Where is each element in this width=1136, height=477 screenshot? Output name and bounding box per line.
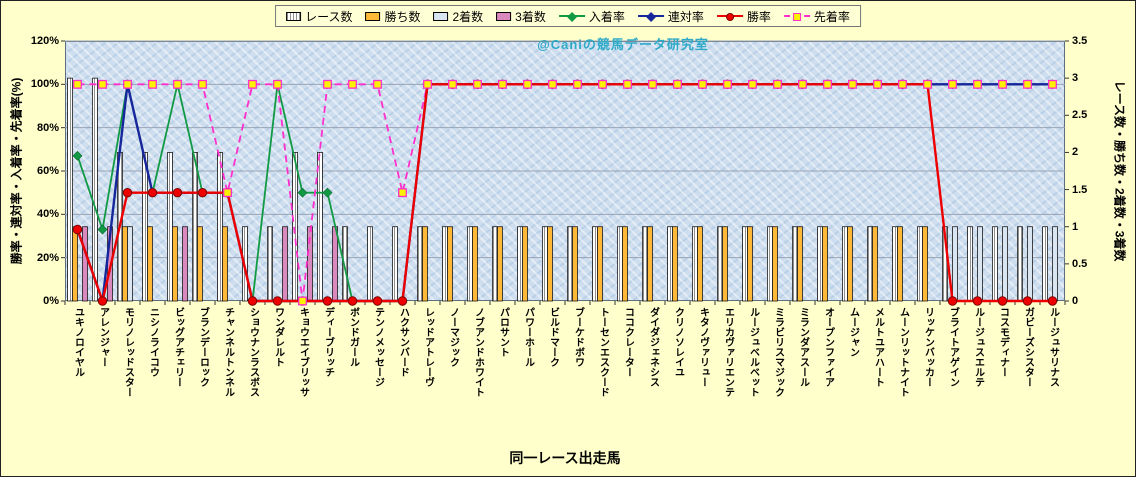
x-category-label: ムージャン (847, 307, 859, 357)
legend-label: 2着数 (452, 9, 484, 24)
x-category-label: ミランダアスール (797, 307, 809, 387)
x-category-label: ルージュサリナス (1047, 307, 1059, 387)
x-category-label: ブライトアゲイン (947, 307, 959, 387)
x-category-label: キョウエイブリッサ (297, 307, 309, 397)
x-category-label: リッケンバッカー (922, 307, 934, 387)
legend-label: 勝率 (746, 9, 771, 24)
x-category-label: ミラビリスマジック (772, 307, 784, 397)
legend-line-swatch-icon (716, 13, 743, 21)
x-category-label: ショウナンラスボス (247, 307, 259, 397)
x-category-label: アレンジャー (97, 307, 109, 367)
legend-label: 3着数 (515, 9, 546, 24)
legend-label: 先着率 (813, 9, 850, 24)
x-category-label: ブーケドボワ (572, 307, 584, 367)
x-category-label: ガビーズシスター (1022, 307, 1034, 387)
legend-line-swatch-icon (558, 12, 585, 22)
x-axis-title: 同一レース出走馬 (509, 450, 621, 466)
watermark: @Caniの競馬データ研究室 (537, 37, 709, 52)
x-category-label: ボンドガール (347, 307, 359, 367)
y-right-tick-label: 0.5 (1072, 257, 1088, 270)
legend-item-2着数: 2着数 (433, 8, 483, 25)
y-right-tick-label: 0 (1072, 295, 1079, 307)
x-category-label: ニシノライコウ (147, 307, 159, 377)
legend: レース数 勝ち数 2着数 3着数 入着率 連対率 勝率 先着率 (275, 5, 861, 27)
none-marker-icon (645, 12, 656, 22)
y-left-tick-label: 120% (30, 35, 59, 47)
legend-label: レース数 (305, 9, 353, 24)
legend-label: 入着率 (588, 9, 625, 24)
y-right-tick-label: 3 (1072, 72, 1079, 85)
x-category-label: ディーブリッチ (322, 307, 334, 377)
y-right-tick-label: 3.5 (1072, 35, 1088, 47)
square-marker-icon (792, 13, 801, 21)
plot-area-background (65, 41, 1065, 301)
x-category-label: エリカヴァリエンテ (722, 307, 734, 397)
x-category-label: ノーマジック (447, 307, 459, 367)
legend-item-入着率: 入着率 (558, 8, 625, 25)
y-left-tick-label: 60% (36, 165, 59, 177)
right-axis-title: レース数・勝ち数・2着数・3着数 (1112, 80, 1127, 262)
legend-item-勝率: 勝率 (716, 8, 771, 25)
y-right-tick-label: 1.5 (1072, 183, 1088, 196)
x-category-label: ユキノロイヤル (72, 307, 84, 377)
legend-line-swatch-icon (783, 13, 810, 21)
y-left-tick-label: 100% (30, 78, 59, 91)
legend-label: 勝ち数 (384, 9, 421, 24)
legend-item-勝ち数: 勝ち数 (365, 8, 420, 25)
legend-item-3着数: 3着数 (496, 8, 546, 25)
x-category-label: ココクレーター (622, 307, 634, 377)
y-right-tick-label: 2 (1072, 146, 1079, 159)
legend-line-swatch-icon (637, 12, 664, 22)
x-category-label: ルージュベルベット (747, 307, 759, 397)
x-category-label: ワンダレルト (272, 307, 284, 367)
x-category-label: ハクサンバード (397, 307, 409, 377)
x-category-label: ムーンリットナイト (897, 307, 909, 397)
diamond-marker-icon (566, 12, 577, 22)
x-category-label: ノブアンドホワイト (472, 307, 484, 397)
legend-bar-swatch-icon (365, 11, 381, 21)
x-category-label: パロサント (497, 307, 509, 357)
legend-bar-swatch-icon (496, 11, 512, 21)
x-category-label: ビッグアチェリー (172, 307, 184, 387)
legend-item-レース数: レース数 (286, 8, 352, 25)
y-right-tick-label: 1 (1072, 220, 1079, 233)
x-category-label: モリノレッドスター (122, 307, 134, 397)
legend-item-連対率: 連対率 (637, 8, 704, 25)
legend-bar-swatch-icon (433, 11, 449, 21)
x-category-label: ビルドマーク (547, 307, 559, 367)
x-category-label: チャンネルトンネル (222, 307, 234, 397)
x-category-label: パワーホール (522, 307, 534, 367)
x-category-label: キタノヴァリュー (697, 307, 709, 387)
y-left-tick-label: 0% (43, 295, 59, 307)
x-category-label: オープンファイア (822, 307, 834, 387)
legend-bar-swatch-icon (286, 11, 302, 21)
x-category-label: ブランデーロック (197, 307, 209, 387)
y-left-tick-label: 80% (36, 121, 59, 134)
x-category-label: レッドアトレーヴ (422, 307, 434, 387)
y-right-tick-label: 2.5 (1072, 109, 1088, 122)
circle-marker-icon (725, 13, 734, 21)
x-category-label: ルージュスエルテ (972, 307, 984, 387)
x-category-label: クリノソレイユ (672, 307, 684, 377)
x-category-label: トーセンエスクード (597, 307, 609, 397)
x-category-label: メルトユアハート (872, 307, 884, 387)
y-left-tick-label: 40% (36, 208, 59, 221)
legend-item-先着率: 先着率 (783, 8, 850, 25)
x-category-label: コスモディナー (997, 307, 1009, 377)
x-category-label: ダイダジェネシス (647, 307, 659, 387)
y-left-tick-label: 20% (36, 251, 59, 264)
legend-label: 連対率 (667, 9, 704, 24)
x-category-label: テンノメッセージ (372, 307, 384, 387)
